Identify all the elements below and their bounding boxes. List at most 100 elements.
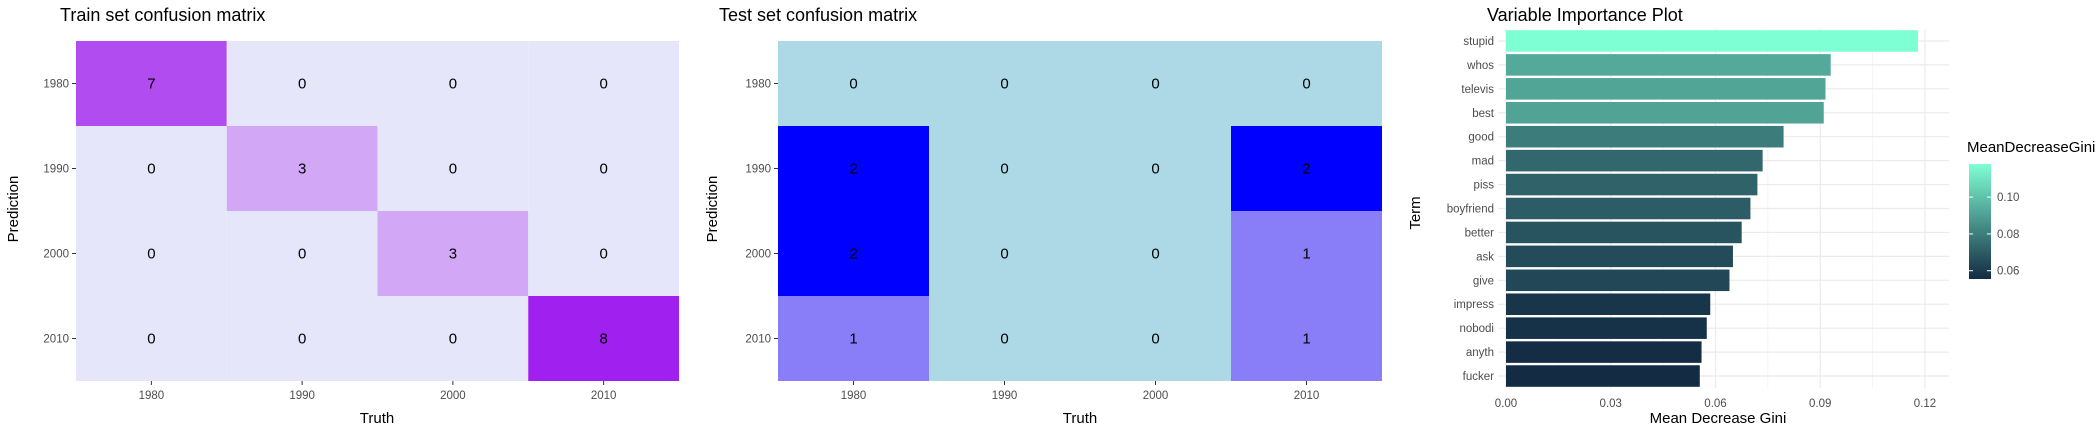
train-cell-label-1990-2000: 0 (449, 161, 457, 178)
test-cell-2010-2000 (1080, 296, 1231, 381)
train-cell-label-1980-2000: 0 (449, 76, 457, 93)
importance-y-tick-good: good (1468, 132, 1494, 144)
test-x-ticks: 1980 1990 2000 2010 (841, 381, 1320, 402)
importance-bars (1506, 30, 1919, 387)
importance-x-tick-0.06: 0.06 (1704, 398, 1726, 410)
importance-bar-boyfriend (1506, 197, 1751, 220)
importance-bar-best (1506, 101, 1824, 124)
test-y-tick-1990: 1990 (745, 164, 771, 176)
test-cell-label-2010-2010: 1 (1302, 331, 1310, 348)
test-cell-2000-2010 (1231, 211, 1382, 296)
importance-legend: MeanDecreaseGini 0.06 0.08 0.10 (1967, 139, 2095, 279)
importance-bar-better (1506, 221, 1742, 244)
test-x-tick-1990: 1990 (992, 390, 1018, 402)
train-cell-label-2000-1980: 0 (147, 246, 155, 263)
importance-y-tick-impress: impress (1454, 299, 1495, 311)
train-y-axis-title: Prediction (5, 176, 22, 243)
train-cell-label-1990-2010: 0 (599, 161, 607, 178)
train-cell-1980-1990 (226, 41, 378, 126)
train-cell-label-1980-1980: 7 (147, 76, 155, 93)
importance-y-tick-best: best (1472, 108, 1495, 120)
train-cell-label-2000-2000: 3 (449, 246, 457, 263)
importance-bar-piss (1506, 173, 1758, 196)
train-x-tick-1990: 1990 (289, 390, 315, 402)
train-x-tick-2000: 2000 (440, 390, 466, 402)
test-y-ticks: 1980 1990 2000 2010 (745, 79, 778, 346)
importance-bar-fucker (1506, 365, 1700, 387)
test-cell-label-1990-2010: 2 (1302, 161, 1310, 178)
train-cell-label-1980-2010: 0 (599, 76, 607, 93)
train-cell-2000-2000 (377, 211, 529, 296)
train-cell-2010-1980 (76, 296, 227, 381)
test-cell-2010-1990 (929, 296, 1080, 381)
train-x-tick-1980: 1980 (139, 390, 165, 402)
train-cell-label-2010-2000: 0 (449, 331, 457, 348)
test-cell-label-1980-1980: 0 (849, 76, 857, 93)
importance-y-tick-whos: whos (1466, 60, 1494, 72)
train-cell-2000-2010 (528, 211, 679, 296)
importance-x-ticks: 0.00 0.03 0.06 0.09 0.12 (1495, 398, 1936, 410)
test-x-axis-title: Truth (1063, 410, 1097, 427)
test-cell-1990-2010 (1231, 126, 1382, 211)
train-cell-label-1980-1990: 0 (298, 76, 306, 93)
train-y-tick-1990: 1990 (43, 164, 69, 176)
importance-y-ticks: stupid whos televis best good mad piss boyfrien… (1447, 36, 1495, 383)
importance-y-tick-piss: piss (1474, 180, 1495, 192)
test-cell-label-1980-1990: 0 (1000, 76, 1008, 93)
train-x-ticks: 1980 1990 2000 2010 (139, 381, 617, 402)
test-x-tick-2000: 2000 (1143, 390, 1169, 402)
train-y-ticks: 1980 1990 2000 2010 (43, 79, 76, 346)
importance-bar-impress (1506, 293, 1711, 316)
train-cell-2010-2000 (377, 296, 529, 381)
train-x-axis-title: Truth (360, 410, 394, 427)
train-cell-2010-1990 (226, 296, 378, 381)
train-cell-label-2010-2010: 8 (599, 331, 607, 348)
legend-title: MeanDecreaseGini (1967, 139, 2095, 156)
test-cell-2000-1980 (778, 211, 929, 296)
importance-bar-mad (1506, 149, 1763, 172)
test-y-tick-2000: 2000 (745, 249, 771, 261)
importance-x-axis-title: Mean Decrease Gini (1650, 410, 1787, 427)
importance-y-tick-fucker: fucker (1463, 371, 1494, 383)
train-cell-1990-1980 (76, 126, 227, 211)
legend-ticks: 0.06 0.08 0.10 (1969, 192, 2019, 278)
legend-tick-0.10: 0.10 (1997, 192, 2019, 204)
test-cell-label-2000-1980: 2 (849, 246, 857, 263)
test-cell-label-1980-2000: 0 (1151, 76, 1159, 93)
importance-y-tick-give: give (1473, 275, 1494, 287)
test-cell-label-2000-2010: 1 (1302, 246, 1310, 263)
test-y-tick-2010: 2010 (745, 334, 771, 346)
train-panel-title: Train set confusion matrix (60, 5, 265, 25)
test-cell-2000-1990 (929, 211, 1080, 296)
test-cell-label-2010-1990: 0 (1000, 331, 1008, 348)
importance-x-tick-0.03: 0.03 (1600, 398, 1622, 410)
test-x-tick-1980: 1980 (841, 390, 867, 402)
train-cell-label-2000-2010: 0 (599, 246, 607, 263)
train-cell-2010-2010 (528, 296, 679, 381)
train-cell-label-2010-1980: 0 (147, 331, 155, 348)
test-cell-label-1990-1980: 2 (849, 161, 857, 178)
test-cell-1990-2000 (1080, 126, 1231, 211)
test-cell-2000-2000 (1080, 211, 1231, 296)
train-cell-1980-2010 (528, 41, 679, 126)
train-y-tick-2000: 2000 (43, 249, 69, 261)
train-cells: 7 0 0 0 0 3 0 0 0 0 3 0 0 0 0 8 (76, 41, 679, 381)
test-cell-label-2010-2000: 0 (1151, 331, 1159, 348)
train-x-tick-2010: 2010 (591, 390, 617, 402)
test-cell-1980-1990 (929, 41, 1080, 126)
test-cell-label-2000-2000: 0 (1151, 246, 1159, 263)
test-confusion-panel: Test set confusion matrix 0 0 0 02 0 0 22 0 0 11 0… (704, 5, 1382, 427)
test-x-tick-2010: 2010 (1294, 390, 1320, 402)
test-y-tick-1980: 1980 (745, 79, 771, 91)
test-cell-label-1980-2010: 0 (1302, 76, 1310, 93)
legend-tick-0.08: 0.08 (1997, 229, 2019, 241)
importance-bar-good (1506, 125, 1784, 148)
test-panel-title: Test set confusion matrix (719, 5, 917, 25)
importance-x-tick-0.09: 0.09 (1809, 398, 1831, 410)
train-y-tick-2010: 2010 (43, 334, 69, 346)
importance-bar-give (1506, 269, 1730, 292)
importance-y-tick-televis: televis (1461, 84, 1494, 96)
test-cell-1980-2000 (1080, 41, 1231, 126)
test-cell-label-2010-1980: 1 (849, 331, 857, 348)
test-cell-1990-1990 (929, 126, 1080, 211)
